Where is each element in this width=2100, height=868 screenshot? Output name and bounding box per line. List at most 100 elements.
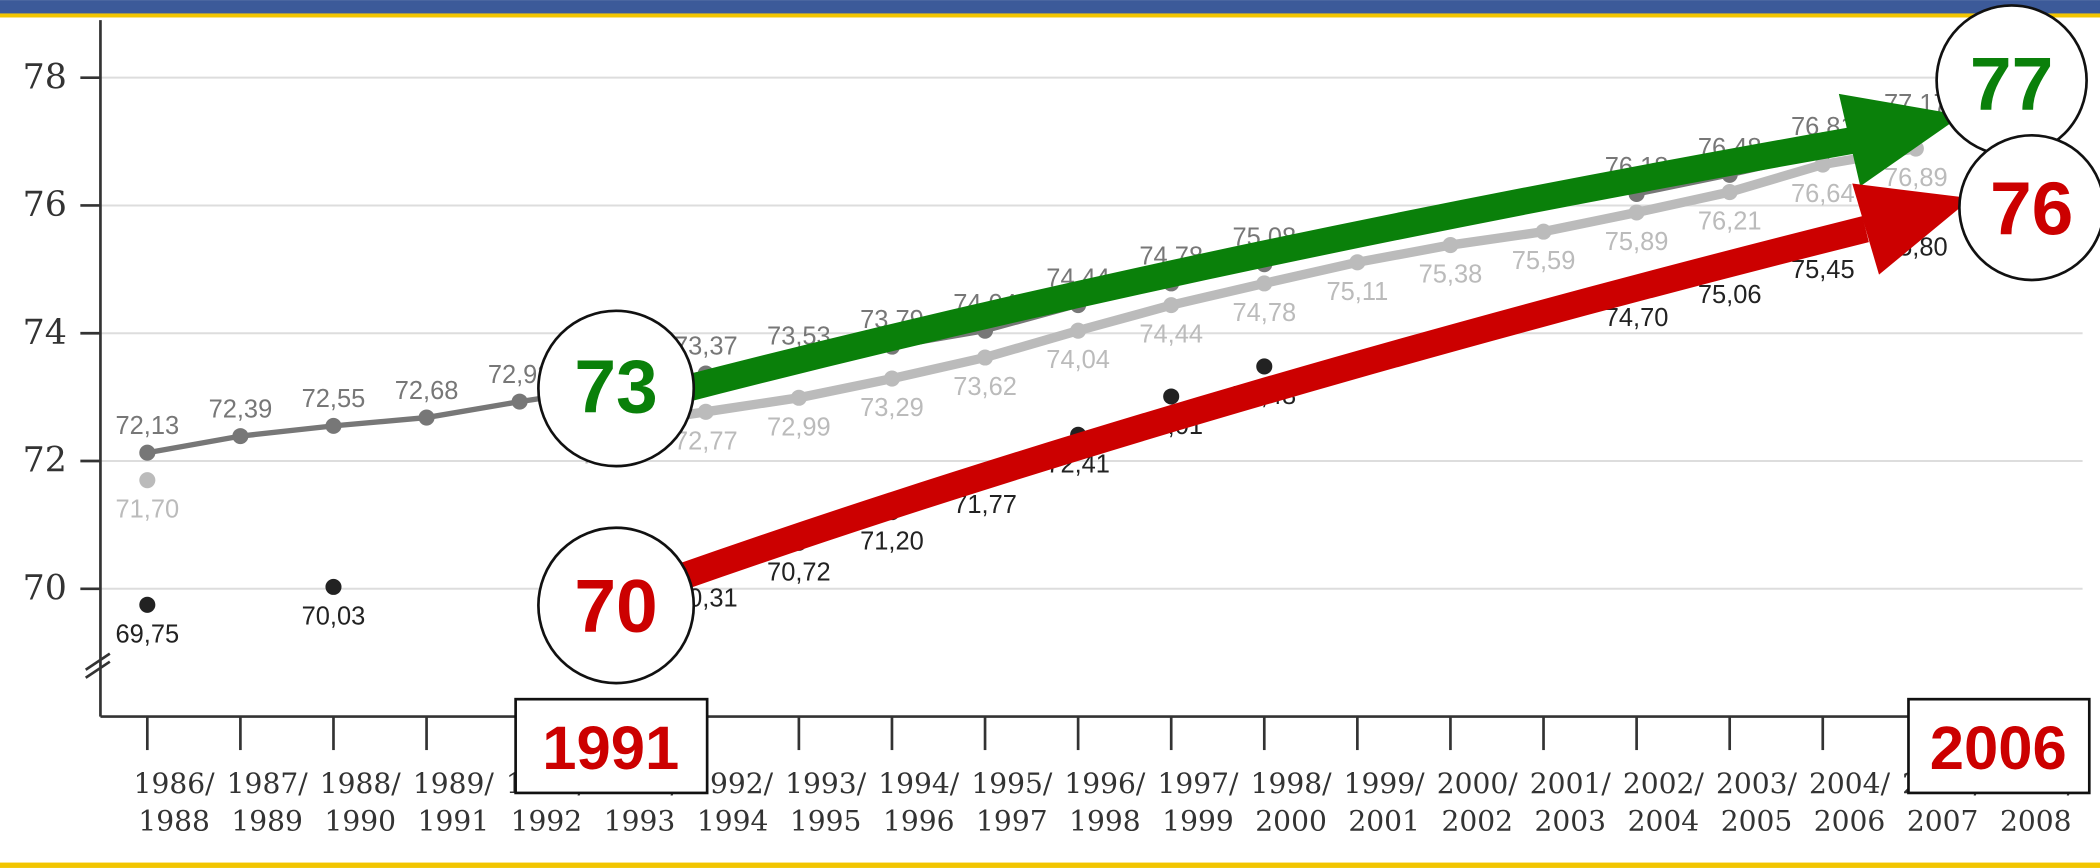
data-point [1256, 358, 1273, 375]
value-label: 69,75 [115, 620, 179, 648]
x-tick-label: 1994 [697, 804, 769, 837]
x-tick-label: 1995/ [971, 767, 1053, 800]
annotation-text: 76 [1990, 166, 2073, 250]
x-tick-label: 1988 [138, 804, 210, 837]
data-point [1163, 388, 1180, 405]
x-tick-label: 2005 [1721, 804, 1793, 837]
value-label: 74,44 [1139, 321, 1203, 349]
header-stripe [0, 13, 2100, 18]
data-point [139, 596, 156, 613]
x-tick-label: 2002/ [1623, 767, 1705, 800]
value-label: 70,72 [767, 558, 831, 586]
value-label: 76,64 [1791, 180, 1855, 208]
data-point [1163, 297, 1180, 314]
x-tick-label: 1989 [231, 804, 303, 837]
annotation-text: 77 [1970, 42, 2053, 126]
x-tick-label: 1998/ [1251, 767, 1333, 800]
x-tick-label: 2006 [1814, 804, 1886, 837]
x-tick-label: 1994/ [878, 767, 960, 800]
x-tick-label: 2003 [1535, 804, 1607, 837]
annotation-text: 73 [574, 345, 657, 429]
value-label: 72,99 [767, 413, 831, 441]
data-point [697, 403, 714, 420]
annotation-text: 2006 [1930, 714, 2067, 783]
x-tick-label: 2001 [1348, 804, 1420, 837]
value-label: 76,89 [1884, 164, 1948, 192]
data-point [1442, 237, 1459, 254]
annotation-text: 1991 [542, 714, 679, 783]
x-tick-label: 1996 [883, 804, 955, 837]
x-tick-label: 1997 [976, 804, 1048, 837]
annotation-text: 70 [574, 564, 657, 648]
value-label: 75,38 [1419, 261, 1483, 289]
y-tick-label: 72 [23, 441, 67, 481]
value-label: 72,55 [302, 385, 366, 413]
x-tick-label: 2007 [1907, 804, 1979, 837]
x-tick-label: 2000/ [1437, 767, 1519, 800]
value-label: 70,03 [302, 602, 366, 630]
data-point [418, 409, 435, 426]
value-label: 72,77 [674, 427, 738, 455]
x-tick-label: 1996/ [1064, 767, 1146, 800]
footer-stripe [0, 862, 2100, 868]
header-bar [0, 0, 2100, 14]
x-tick-label: 2001/ [1530, 767, 1612, 800]
value-label: 74,78 [1232, 299, 1296, 327]
x-tick-label: 1993 [604, 804, 676, 837]
x-tick-label: 2000 [1255, 804, 1327, 837]
x-tick-label: 1990 [324, 804, 396, 837]
value-label: 75,59 [1512, 247, 1576, 275]
data-point [1070, 322, 1087, 339]
red-arrow [671, 183, 1972, 592]
value-label: 75,11 [1326, 278, 1388, 306]
annotation-circle: 77 [1935, 4, 2088, 157]
data-point [1628, 204, 1645, 221]
data-point [1256, 275, 1273, 292]
x-tick-label: 1997/ [1157, 767, 1239, 800]
data-point [1721, 183, 1738, 201]
data-point [139, 472, 156, 489]
data-point [1814, 156, 1831, 173]
x-tick-label: 1999 [1162, 804, 1234, 837]
data-point [790, 389, 807, 406]
data-point [977, 349, 994, 366]
value-label: 71,20 [860, 528, 924, 556]
data-point [1535, 223, 1552, 240]
value-label: 72,39 [209, 395, 273, 423]
x-tick-label: 1991 [418, 804, 490, 837]
x-tick-label: 1999/ [1344, 767, 1426, 800]
annotation-circle: 73 [537, 309, 696, 468]
data-point [325, 417, 342, 434]
data-point [883, 370, 900, 387]
x-tick-label: 2002 [1441, 804, 1513, 837]
annotation-circle: 76 [1958, 134, 2100, 282]
x-tick-label: 2004 [1628, 804, 1700, 837]
value-label: 74,70 [1605, 304, 1669, 332]
data-point [511, 393, 528, 410]
grid: 70 72 74 76 78 1986/1988 1987/1989 1988/1990 198… [23, 57, 2083, 837]
value-label: 74,04 [1046, 346, 1110, 374]
annotation-circle: 70 [537, 526, 696, 685]
x-tick-label: 1987/ [227, 767, 309, 800]
value-label: 72,13 [115, 412, 179, 440]
x-tick-label: 1988/ [320, 767, 402, 800]
value-label: 76,21 [1698, 208, 1762, 236]
annotation-box: 1991 [514, 697, 709, 795]
axis-break [84, 652, 111, 679]
x-tick-label: 2008 [2000, 804, 2072, 837]
value-label: 73,29 [860, 394, 924, 422]
y-tick-label: 78 [23, 57, 67, 97]
value-label: 75,45 [1791, 256, 1855, 284]
x-tick-label: 1995 [790, 804, 862, 837]
x-tick-label: 1989/ [413, 767, 495, 800]
value-label: 73,62 [953, 373, 1017, 401]
x-tick-label: 1986/ [134, 767, 216, 800]
green-arrow [672, 93, 1963, 405]
x-tick-label: 2003/ [1716, 767, 1798, 800]
x-tick-label: 1992 [511, 804, 583, 837]
x-tick-label: 2004/ [1809, 767, 1891, 800]
value-label: 75,06 [1698, 281, 1762, 309]
annotation-box: 2006 [1907, 697, 2091, 795]
